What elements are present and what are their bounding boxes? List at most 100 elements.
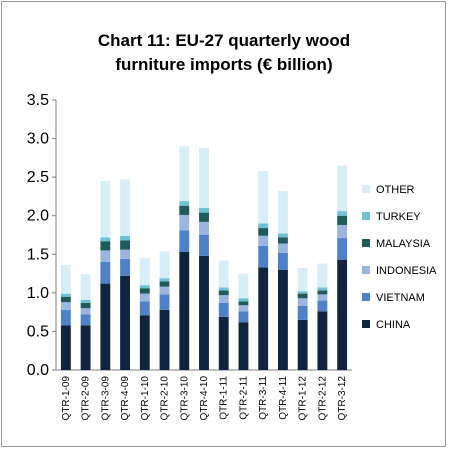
bar-segment-vietnam: [60, 309, 71, 326]
y-tick-label: 3.0: [27, 131, 49, 148]
bar-segment-other: [179, 146, 190, 202]
bar-segment-other: [159, 251, 170, 279]
y-tick-label: 0.0: [27, 362, 49, 379]
bar-segment-malaysia: [317, 290, 328, 295]
bar-segment-vietnam: [238, 311, 249, 323]
bar-segment-indonesia: [139, 293, 150, 302]
bar-segment-indonesia: [258, 235, 269, 246]
bar-segment-turkey: [238, 298, 249, 302]
bar-segment-china: [179, 251, 190, 370]
bar-segment-malaysia: [100, 241, 111, 251]
x-tick-label: QTR-2-12: [317, 376, 328, 421]
bar-segment-china: [199, 255, 209, 370]
bar-segment-indonesia: [80, 308, 91, 315]
bar-segment-indonesia: [238, 305, 249, 312]
bar-segment-china: [159, 309, 170, 370]
bar-segment-indonesia: [278, 243, 288, 253]
bar-segment-china: [218, 316, 229, 370]
bar-segment-malaysia: [218, 290, 229, 296]
bar-segment-indonesia: [60, 302, 71, 310]
bar-segment-other: [100, 181, 111, 238]
chart-title-line-2: furniture imports (€ billion): [115, 55, 332, 74]
bar-segment-other: [80, 274, 91, 300]
bar-segment-china: [317, 311, 328, 370]
bar-segment-china: [278, 269, 288, 370]
x-tick-label: QTR-1-11: [219, 376, 230, 420]
bar-segment-turkey: [80, 299, 91, 303]
bar-segment-vietnam: [218, 302, 229, 317]
bar-segment-indonesia: [179, 214, 190, 231]
y-tick-label: 1.5: [27, 246, 49, 263]
bar-segment-indonesia: [317, 294, 328, 301]
bar-segment-vietnam: [278, 252, 288, 270]
bar-segment-other: [337, 165, 348, 212]
bar-segment-china: [100, 283, 111, 370]
bar-segment-malaysia: [80, 302, 91, 309]
x-tick-label: QTR-1-09: [61, 376, 72, 421]
x-tick-label: QTR-3-09: [100, 376, 111, 421]
bar-segment-vietnam: [159, 294, 170, 310]
bar-segment-vietnam: [80, 314, 91, 326]
bar-segment-malaysia: [258, 228, 269, 236]
legend-label-malaysia: MALAYSIA: [376, 238, 431, 250]
bar-segment-malaysia: [159, 281, 170, 287]
x-tick-label: QTR-3-10: [179, 376, 190, 421]
bar-segment-other: [199, 147, 209, 208]
bar-segment-other: [218, 260, 229, 288]
legend-label-turkey: TURKEY: [376, 211, 421, 223]
x-tick-label: QTR-1-12: [298, 376, 309, 421]
legend-swatch-vietnam: [362, 293, 370, 301]
bar-segment-malaysia: [297, 293, 308, 299]
bar-segment-malaysia: [238, 301, 249, 306]
bar-segment-vietnam: [199, 235, 209, 256]
bar-segment-malaysia: [199, 212, 209, 222]
legend-swatch-china: [362, 320, 370, 328]
bar-segment-other: [317, 263, 328, 288]
bar-segment-turkey: [317, 287, 328, 291]
y-tick-label: 3.5: [27, 92, 49, 109]
bar-segment-vietnam: [179, 230, 190, 252]
legend-swatch-malaysia: [362, 239, 370, 247]
bar-segment-vietnam: [100, 262, 111, 284]
x-tick-label: QTR-4-11: [278, 376, 289, 420]
bar-segment-indonesia: [120, 249, 130, 259]
bar-segment-indonesia: [297, 298, 308, 306]
bar-segment-china: [297, 319, 308, 370]
bar-segment-vietnam: [297, 305, 308, 320]
y-tick-label: 1.0: [27, 285, 49, 302]
bar-segment-turkey: [278, 233, 288, 238]
plot-area: 0.0 0.5 1.0 1.5 2.0 2.5 3.0 3.5 QTR-1-09 QTR-2-09…: [27, 92, 352, 420]
legend-swatch-other: [362, 185, 370, 193]
bar-segment-china: [80, 325, 91, 370]
bar-segment-china: [139, 315, 150, 370]
bar-segment-malaysia: [139, 288, 150, 294]
bar-segment-turkey: [179, 201, 190, 206]
bar-segment-vietnam: [120, 258, 130, 276]
bar-segment-turkey: [60, 293, 71, 297]
bar-segment-turkey: [218, 287, 229, 291]
bar-segment-other: [120, 179, 130, 236]
bar-segment-vietnam: [258, 245, 269, 268]
legend-label-china: CHINA: [376, 319, 411, 331]
bar-segment-malaysia: [179, 205, 190, 215]
x-tick-label: QTR-3-12: [337, 376, 348, 421]
legend-label-other: OTHER: [376, 184, 415, 196]
bar-segment-other: [297, 268, 308, 292]
bar-segment-indonesia: [100, 250, 111, 262]
bar-segment-turkey: [297, 291, 308, 294]
bar-segment-indonesia: [159, 286, 170, 295]
bar-segment-turkey: [258, 223, 269, 229]
legend-swatch-indonesia: [362, 266, 370, 274]
bar-segment-indonesia: [199, 221, 209, 235]
bar-segment-other: [258, 170, 269, 224]
x-tick-label: QTR-4-09: [120, 376, 131, 421]
legend-label-indonesia: INDONESIA: [376, 265, 437, 277]
chart-title-line-1: Chart 11: EU-27 quarterly wood: [98, 31, 350, 50]
bar-segment-turkey: [199, 208, 209, 213]
bar-segment-china: [60, 325, 71, 370]
x-tick-label: QTR-4-10: [199, 376, 210, 421]
bar-segment-vietnam: [139, 301, 150, 316]
x-tick-label: QTR-2-10: [160, 376, 171, 421]
bar-segment-malaysia: [337, 215, 348, 225]
